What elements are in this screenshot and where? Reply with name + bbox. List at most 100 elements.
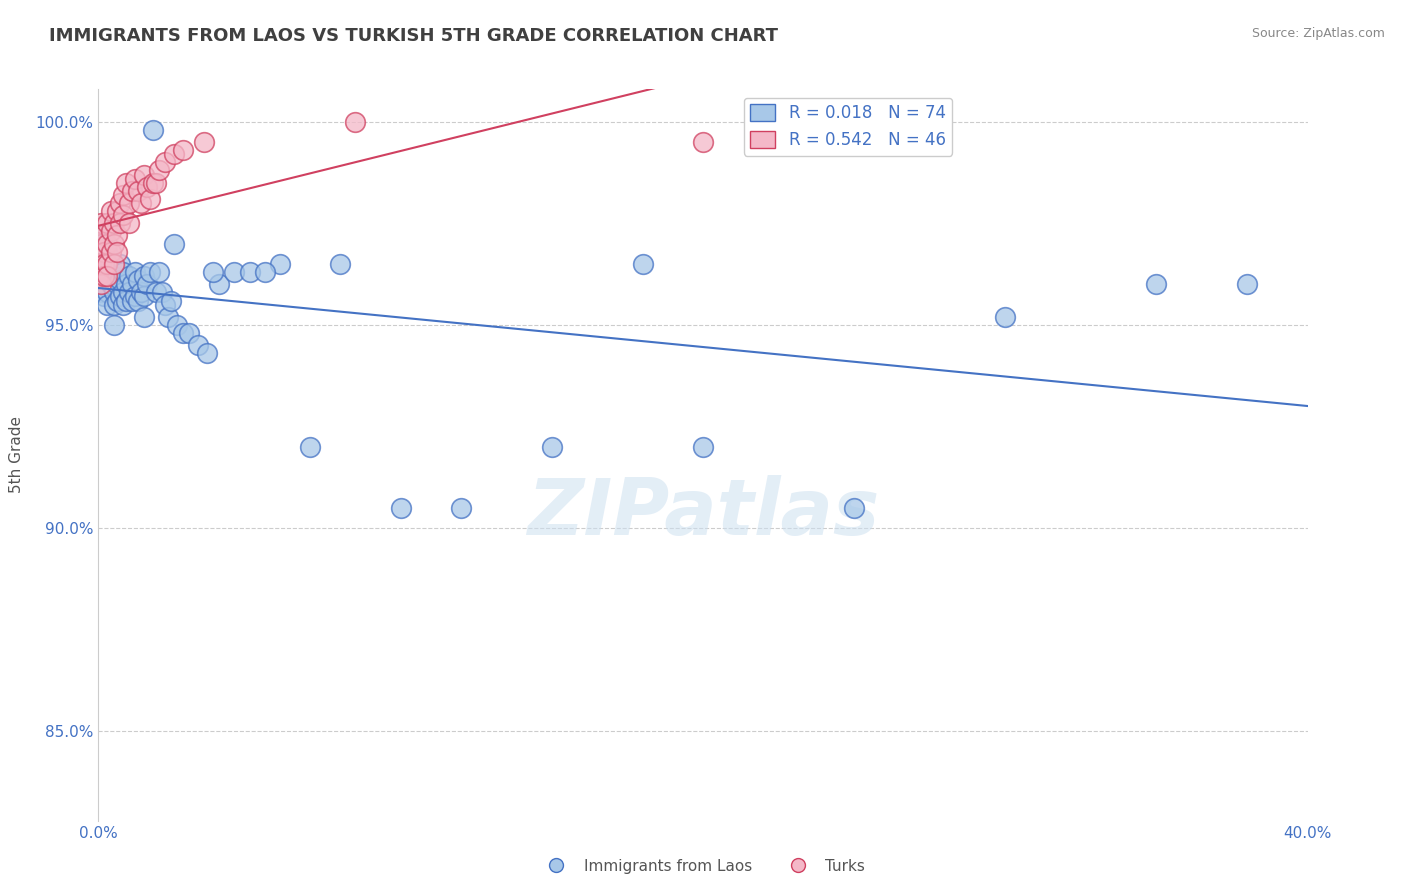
Point	[93, 257, 115, 271]
Point	[156, 310, 179, 324]
Point	[692, 440, 714, 454]
Point	[135, 179, 157, 194]
Point	[93, 228, 115, 243]
Point	[90, 236, 112, 251]
Point	[153, 297, 176, 311]
Point	[329, 257, 352, 271]
Point	[90, 265, 112, 279]
Point	[118, 285, 141, 300]
Legend: R = 0.018   N = 74, R = 0.542   N = 46: R = 0.018 N = 74, R = 0.542 N = 46	[744, 97, 952, 155]
Point	[153, 155, 176, 169]
Point	[994, 310, 1017, 324]
Point	[114, 277, 136, 292]
Point	[692, 135, 714, 149]
Point	[96, 257, 118, 271]
Point	[187, 338, 209, 352]
Point	[127, 273, 149, 287]
Legend: Immigrants from Laos, Turks: Immigrants from Laos, Turks	[534, 853, 872, 880]
Point	[100, 277, 122, 292]
Point	[103, 216, 125, 230]
Point	[100, 224, 122, 238]
Point	[93, 257, 115, 271]
Point	[1144, 277, 1167, 292]
Point	[118, 196, 141, 211]
Point	[344, 114, 367, 128]
Point	[129, 285, 152, 300]
Point	[103, 285, 125, 300]
Point	[139, 192, 162, 206]
Point	[93, 269, 115, 284]
Point	[111, 265, 134, 279]
Point	[96, 269, 118, 284]
Point	[96, 236, 118, 251]
Point	[93, 277, 115, 292]
Point	[145, 176, 167, 190]
Point	[96, 244, 118, 259]
Point	[105, 277, 128, 292]
Point	[132, 289, 155, 303]
Point	[90, 257, 112, 271]
Point	[103, 236, 125, 251]
Point	[299, 440, 322, 454]
Point	[100, 204, 122, 219]
Text: ZIPatlas: ZIPatlas	[527, 475, 879, 551]
Point	[118, 269, 141, 284]
Text: IMMIGRANTS FROM LAOS VS TURKISH 5TH GRADE CORRELATION CHART: IMMIGRANTS FROM LAOS VS TURKISH 5TH GRAD…	[49, 27, 778, 45]
Point	[93, 244, 115, 259]
Point	[148, 163, 170, 178]
Point	[103, 297, 125, 311]
Point	[540, 440, 562, 454]
Point	[631, 257, 654, 271]
Point	[127, 293, 149, 308]
Point	[108, 196, 131, 211]
Point	[87, 277, 110, 292]
Point	[96, 297, 118, 311]
Point	[124, 289, 146, 303]
Point	[389, 500, 412, 515]
Point	[224, 265, 246, 279]
Point	[135, 277, 157, 292]
Point	[90, 216, 112, 230]
Point	[103, 269, 125, 284]
Text: Source: ZipAtlas.com: Source: ZipAtlas.com	[1251, 27, 1385, 40]
Point	[844, 500, 866, 515]
Point	[105, 204, 128, 219]
Point	[90, 277, 112, 292]
Point	[193, 135, 215, 149]
Point	[93, 289, 115, 303]
Point	[114, 293, 136, 308]
Point	[108, 289, 131, 303]
Point	[121, 184, 143, 198]
Point	[450, 500, 472, 515]
Point	[172, 143, 194, 157]
Point	[105, 244, 128, 259]
Point	[96, 216, 118, 230]
Point	[114, 176, 136, 190]
Point	[129, 196, 152, 211]
Point	[90, 228, 112, 243]
Point	[87, 257, 110, 271]
Point	[179, 326, 201, 340]
Point	[127, 184, 149, 198]
Point	[124, 265, 146, 279]
Point	[118, 216, 141, 230]
Point	[87, 269, 110, 284]
Point	[108, 257, 131, 271]
Point	[124, 171, 146, 186]
Point	[253, 265, 276, 279]
Point	[150, 285, 173, 300]
Point	[121, 277, 143, 292]
Point	[142, 176, 165, 190]
Point	[269, 257, 291, 271]
Point	[108, 216, 131, 230]
Point	[148, 265, 170, 279]
Point	[145, 285, 167, 300]
Point	[121, 293, 143, 308]
Point	[96, 265, 118, 279]
Point	[111, 208, 134, 222]
Point	[93, 236, 115, 251]
Point	[87, 244, 110, 259]
Point	[111, 187, 134, 202]
Point	[111, 297, 134, 311]
Point	[172, 326, 194, 340]
